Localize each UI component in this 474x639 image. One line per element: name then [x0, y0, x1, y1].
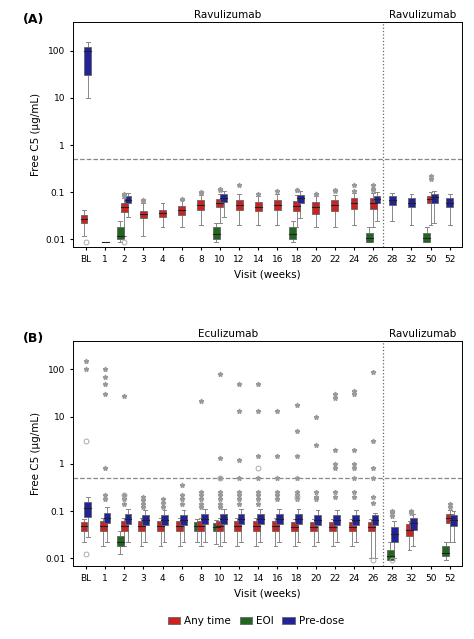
FancyBboxPatch shape [314, 515, 321, 525]
FancyBboxPatch shape [331, 200, 338, 211]
FancyBboxPatch shape [391, 527, 398, 542]
FancyBboxPatch shape [387, 550, 394, 560]
FancyBboxPatch shape [81, 215, 87, 224]
FancyBboxPatch shape [374, 196, 381, 203]
FancyBboxPatch shape [220, 514, 227, 525]
FancyBboxPatch shape [234, 521, 241, 531]
FancyBboxPatch shape [431, 194, 438, 203]
FancyBboxPatch shape [255, 202, 262, 211]
FancyBboxPatch shape [100, 521, 107, 531]
FancyBboxPatch shape [159, 210, 166, 217]
FancyBboxPatch shape [410, 518, 417, 530]
FancyBboxPatch shape [178, 206, 185, 215]
FancyBboxPatch shape [140, 211, 147, 219]
Legend: Any time, EOI, Pre-dose: Any time, EOI, Pre-dose [164, 612, 348, 631]
FancyBboxPatch shape [213, 227, 219, 240]
FancyBboxPatch shape [406, 525, 413, 535]
FancyBboxPatch shape [197, 200, 204, 210]
X-axis label: Visit (weeks): Visit (weeks) [235, 270, 301, 280]
FancyBboxPatch shape [272, 521, 279, 531]
FancyBboxPatch shape [213, 523, 219, 531]
FancyBboxPatch shape [348, 522, 356, 531]
FancyBboxPatch shape [276, 514, 283, 525]
FancyBboxPatch shape [103, 512, 110, 523]
Y-axis label: Free C5 (μg/mL): Free C5 (μg/mL) [31, 412, 41, 495]
FancyBboxPatch shape [423, 233, 430, 242]
FancyBboxPatch shape [81, 522, 87, 531]
FancyBboxPatch shape [121, 203, 128, 212]
Text: (A): (A) [23, 13, 44, 26]
FancyBboxPatch shape [427, 196, 434, 203]
FancyBboxPatch shape [117, 535, 124, 546]
FancyBboxPatch shape [274, 200, 281, 210]
FancyBboxPatch shape [366, 233, 373, 242]
FancyBboxPatch shape [201, 514, 208, 525]
X-axis label: Visit (weeks): Visit (weeks) [235, 589, 301, 598]
FancyBboxPatch shape [138, 521, 145, 531]
FancyBboxPatch shape [117, 227, 124, 240]
FancyBboxPatch shape [217, 199, 223, 208]
FancyBboxPatch shape [312, 202, 319, 214]
FancyBboxPatch shape [368, 522, 374, 531]
FancyBboxPatch shape [295, 514, 302, 525]
FancyBboxPatch shape [446, 514, 453, 523]
Text: Ravulizumab: Ravulizumab [389, 329, 456, 339]
FancyBboxPatch shape [161, 515, 168, 525]
Text: Ravulizumab: Ravulizumab [389, 10, 456, 20]
Text: Ravulizumab: Ravulizumab [194, 10, 262, 20]
FancyBboxPatch shape [333, 515, 340, 525]
FancyBboxPatch shape [84, 502, 91, 517]
FancyBboxPatch shape [353, 515, 359, 525]
FancyBboxPatch shape [257, 514, 264, 525]
FancyBboxPatch shape [291, 522, 298, 531]
FancyBboxPatch shape [220, 194, 227, 202]
FancyBboxPatch shape [157, 521, 164, 531]
FancyBboxPatch shape [176, 521, 183, 531]
FancyBboxPatch shape [125, 514, 131, 525]
Text: Eculizumab: Eculizumab [198, 329, 258, 339]
FancyBboxPatch shape [253, 521, 260, 531]
FancyBboxPatch shape [389, 196, 396, 204]
FancyBboxPatch shape [125, 196, 131, 203]
FancyBboxPatch shape [289, 227, 296, 240]
Y-axis label: Free C5 (μg/mL): Free C5 (μg/mL) [31, 93, 41, 176]
FancyBboxPatch shape [351, 198, 357, 209]
FancyBboxPatch shape [193, 522, 201, 531]
FancyBboxPatch shape [310, 522, 317, 531]
FancyBboxPatch shape [197, 521, 204, 531]
FancyBboxPatch shape [121, 521, 128, 531]
FancyBboxPatch shape [372, 515, 378, 525]
FancyBboxPatch shape [142, 515, 149, 525]
FancyBboxPatch shape [237, 514, 245, 525]
FancyBboxPatch shape [370, 198, 376, 209]
FancyBboxPatch shape [293, 201, 300, 211]
FancyBboxPatch shape [217, 521, 223, 531]
FancyBboxPatch shape [408, 198, 415, 208]
FancyBboxPatch shape [446, 198, 453, 208]
Text: (B): (B) [23, 332, 44, 345]
FancyBboxPatch shape [297, 195, 304, 203]
FancyBboxPatch shape [236, 200, 243, 210]
FancyBboxPatch shape [442, 546, 449, 557]
FancyBboxPatch shape [180, 515, 187, 525]
FancyBboxPatch shape [84, 47, 91, 75]
FancyBboxPatch shape [450, 515, 457, 526]
FancyBboxPatch shape [329, 522, 337, 531]
